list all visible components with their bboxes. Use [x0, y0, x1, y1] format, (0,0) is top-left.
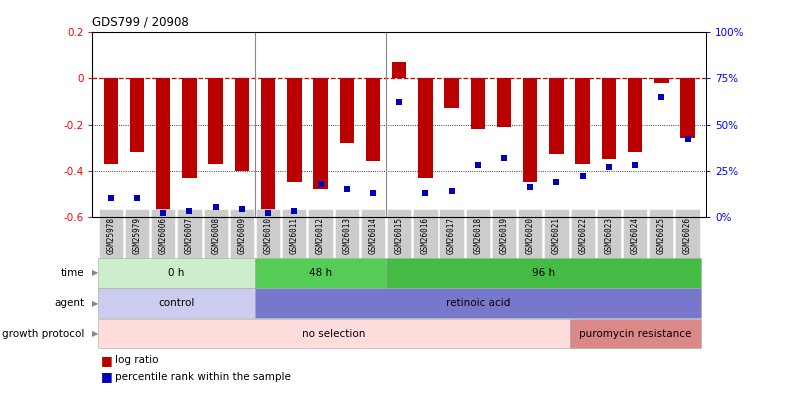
Text: ■: ■: [100, 370, 112, 383]
Text: 0 h: 0 h: [168, 268, 185, 278]
Text: GSM26014: GSM26014: [368, 217, 377, 254]
Bar: [255, 258, 385, 288]
Text: GSM26018: GSM26018: [473, 217, 482, 254]
Text: retinoic acid: retinoic acid: [445, 298, 509, 308]
Point: [576, 173, 589, 179]
Text: GSM26015: GSM26015: [394, 217, 403, 254]
Point: [471, 162, 483, 168]
Text: GSM26006: GSM26006: [158, 217, 168, 254]
Point: [654, 94, 667, 100]
Bar: [98, 319, 569, 348]
Point: [183, 208, 196, 214]
Bar: [287, 79, 301, 182]
Text: growth protocol: growth protocol: [2, 328, 84, 339]
Bar: [627, 79, 642, 152]
Point: [157, 210, 169, 216]
Text: GSM26007: GSM26007: [185, 217, 194, 254]
Bar: [418, 79, 432, 177]
Text: no selection: no selection: [302, 328, 365, 339]
Text: GSM26026: GSM26026: [683, 217, 691, 254]
Text: ▶: ▶: [92, 298, 99, 308]
Text: agent: agent: [55, 298, 84, 308]
Text: GSM26013: GSM26013: [342, 217, 351, 254]
Text: GSM26016: GSM26016: [421, 217, 430, 254]
Bar: [98, 258, 255, 288]
Text: percentile rank within the sample: percentile rank within the sample: [115, 372, 291, 382]
Text: GSM26011: GSM26011: [289, 217, 299, 254]
Bar: [255, 288, 699, 318]
Bar: [208, 79, 222, 164]
Text: GSM26012: GSM26012: [316, 217, 324, 254]
Text: 96 h: 96 h: [531, 268, 554, 278]
Bar: [679, 79, 694, 139]
Bar: [496, 79, 511, 127]
Bar: [470, 79, 484, 129]
Text: GSM26023: GSM26023: [604, 217, 613, 254]
Bar: [569, 319, 699, 348]
Text: GSM26020: GSM26020: [525, 217, 534, 254]
Point: [392, 99, 405, 106]
Text: puromycin resistance: puromycin resistance: [578, 328, 691, 339]
Text: GSM26025: GSM26025: [656, 217, 665, 254]
Point: [104, 195, 117, 202]
Bar: [260, 79, 275, 212]
Point: [235, 206, 248, 213]
Text: GSM25979: GSM25979: [132, 217, 141, 254]
Text: GSM26017: GSM26017: [446, 217, 455, 254]
Text: ▶: ▶: [92, 268, 99, 277]
Point: [130, 195, 143, 202]
Bar: [339, 79, 353, 143]
Point: [366, 190, 379, 196]
Bar: [523, 79, 537, 182]
Point: [549, 179, 562, 185]
Bar: [575, 79, 589, 164]
Text: GSM26019: GSM26019: [499, 217, 508, 254]
Bar: [601, 79, 615, 159]
Text: time: time: [61, 268, 84, 278]
Bar: [104, 79, 118, 164]
Point: [680, 136, 693, 143]
Point: [445, 188, 458, 194]
Text: ■: ■: [100, 354, 112, 367]
Point: [209, 204, 222, 211]
Text: control: control: [158, 298, 194, 308]
Text: GSM26008: GSM26008: [211, 217, 220, 254]
Bar: [444, 79, 459, 109]
Text: GDS799 / 20908: GDS799 / 20908: [92, 15, 189, 28]
Point: [287, 208, 300, 214]
Text: GSM26024: GSM26024: [630, 217, 639, 254]
Bar: [234, 79, 249, 171]
Point: [261, 210, 274, 216]
Bar: [654, 79, 668, 83]
Point: [524, 184, 536, 190]
Bar: [313, 79, 328, 189]
Point: [314, 180, 327, 187]
Bar: [548, 79, 563, 154]
Text: 48 h: 48 h: [308, 268, 332, 278]
Point: [340, 186, 353, 192]
Text: GSM26022: GSM26022: [577, 217, 586, 254]
Bar: [98, 288, 255, 318]
Text: GSM26009: GSM26009: [237, 217, 246, 254]
Bar: [392, 62, 406, 79]
Point: [601, 164, 614, 170]
Bar: [182, 79, 197, 177]
Bar: [385, 258, 699, 288]
Text: GSM25978: GSM25978: [106, 217, 115, 254]
Bar: [129, 79, 144, 152]
Point: [628, 162, 641, 168]
Text: GSM26010: GSM26010: [263, 217, 272, 254]
Bar: [365, 79, 380, 161]
Point: [497, 154, 510, 161]
Text: ▶: ▶: [92, 329, 99, 338]
Text: log ratio: log ratio: [115, 356, 158, 365]
Point: [418, 190, 431, 196]
Text: GSM26021: GSM26021: [552, 217, 560, 254]
Bar: [156, 79, 170, 210]
